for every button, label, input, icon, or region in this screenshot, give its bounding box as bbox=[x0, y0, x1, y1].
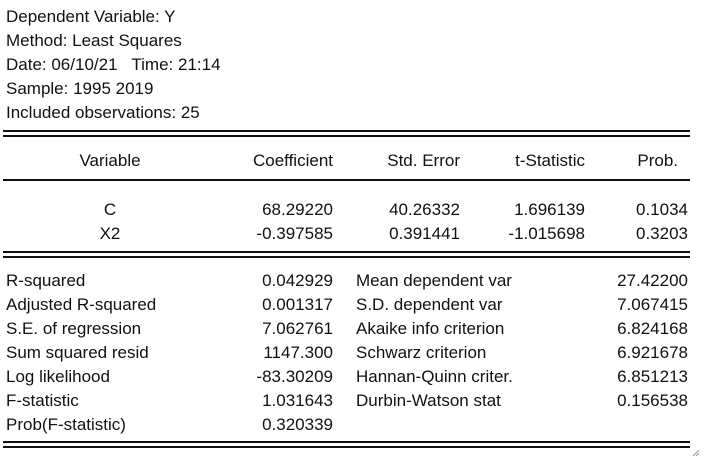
column-header-t-statistic: t-Statistic bbox=[515, 151, 585, 170]
stat-label: R-squared bbox=[6, 271, 86, 290]
stat-label: Sum squared resid bbox=[6, 343, 149, 362]
stat-value: 0.156538 bbox=[617, 391, 688, 410]
stat-value: 0.001317 bbox=[262, 295, 333, 314]
stat-label: Durbin-Watson stat bbox=[356, 391, 501, 410]
date-time-line: Date: 06/10/21 Time: 21:14 bbox=[6, 55, 221, 74]
stat-value: 27.42200 bbox=[617, 271, 688, 290]
stat-label: Schwarz criterion bbox=[356, 343, 487, 362]
variable-name: X2 bbox=[99, 224, 121, 243]
stat-value: 7.067415 bbox=[617, 295, 688, 314]
stat-value: 1.031643 bbox=[262, 391, 333, 410]
table-bottom-rule-2 bbox=[3, 446, 690, 448]
column-header-coefficient: Coefficient bbox=[252, 151, 333, 170]
method-line: Method: Least Squares bbox=[6, 31, 182, 50]
column-header-variable: Variable bbox=[79, 151, 141, 170]
stat-value: 1147.300 bbox=[263, 343, 333, 362]
stat-label: Akaike info criterion bbox=[356, 319, 505, 338]
stat-value: 6.824168 bbox=[617, 319, 688, 338]
coefficient-value: 68.29220 bbox=[262, 200, 333, 219]
stat-label: S.D. dependent var bbox=[356, 295, 503, 314]
stat-value: 0.320339 bbox=[262, 415, 333, 434]
stat-value: 6.921678 bbox=[617, 343, 688, 362]
prob-value: 0.1034 bbox=[636, 200, 688, 219]
stat-value: 7.062761 bbox=[262, 319, 333, 338]
stat-label: Prob(F-statistic) bbox=[6, 415, 126, 434]
table-bottom-rule bbox=[3, 441, 690, 443]
dependent-variable-line: Dependent Variable: Y bbox=[6, 7, 176, 26]
stat-label: Hannan-Quinn criter. bbox=[356, 367, 513, 386]
resize-grip-icon[interactable] bbox=[692, 449, 700, 457]
t-statistic-value: -1.015698 bbox=[508, 224, 585, 243]
std-error-value: 40.26332 bbox=[389, 200, 460, 219]
observations-line: Included observations: 25 bbox=[6, 103, 200, 122]
stat-value: -83.30209 bbox=[256, 367, 333, 386]
t-statistic-value: 1.696139 bbox=[514, 200, 585, 219]
coefficient-value: -0.397585 bbox=[256, 224, 333, 243]
variable-name: C bbox=[103, 200, 117, 219]
table-top-rule-2 bbox=[3, 135, 690, 137]
column-header-prob: Prob. bbox=[637, 151, 678, 170]
stat-label: Log likelihood bbox=[6, 367, 110, 386]
column-header-std-error: Std. Error bbox=[387, 151, 460, 170]
header-rule bbox=[3, 179, 690, 181]
sample-line: Sample: 1995 2019 bbox=[6, 79, 154, 98]
table-top-rule bbox=[3, 130, 690, 132]
stat-label: Adjusted R-squared bbox=[6, 295, 157, 314]
middle-rule-2 bbox=[3, 256, 690, 258]
prob-value: 0.3203 bbox=[636, 224, 688, 243]
stat-label: F-statistic bbox=[6, 391, 79, 410]
middle-rule bbox=[3, 251, 690, 253]
std-error-value: 0.391441 bbox=[389, 224, 460, 243]
stat-value: 6.851213 bbox=[617, 367, 688, 386]
stat-label: Mean dependent var bbox=[356, 271, 512, 290]
stat-value: 0.042929 bbox=[262, 271, 333, 290]
stat-label: S.E. of regression bbox=[6, 319, 142, 338]
